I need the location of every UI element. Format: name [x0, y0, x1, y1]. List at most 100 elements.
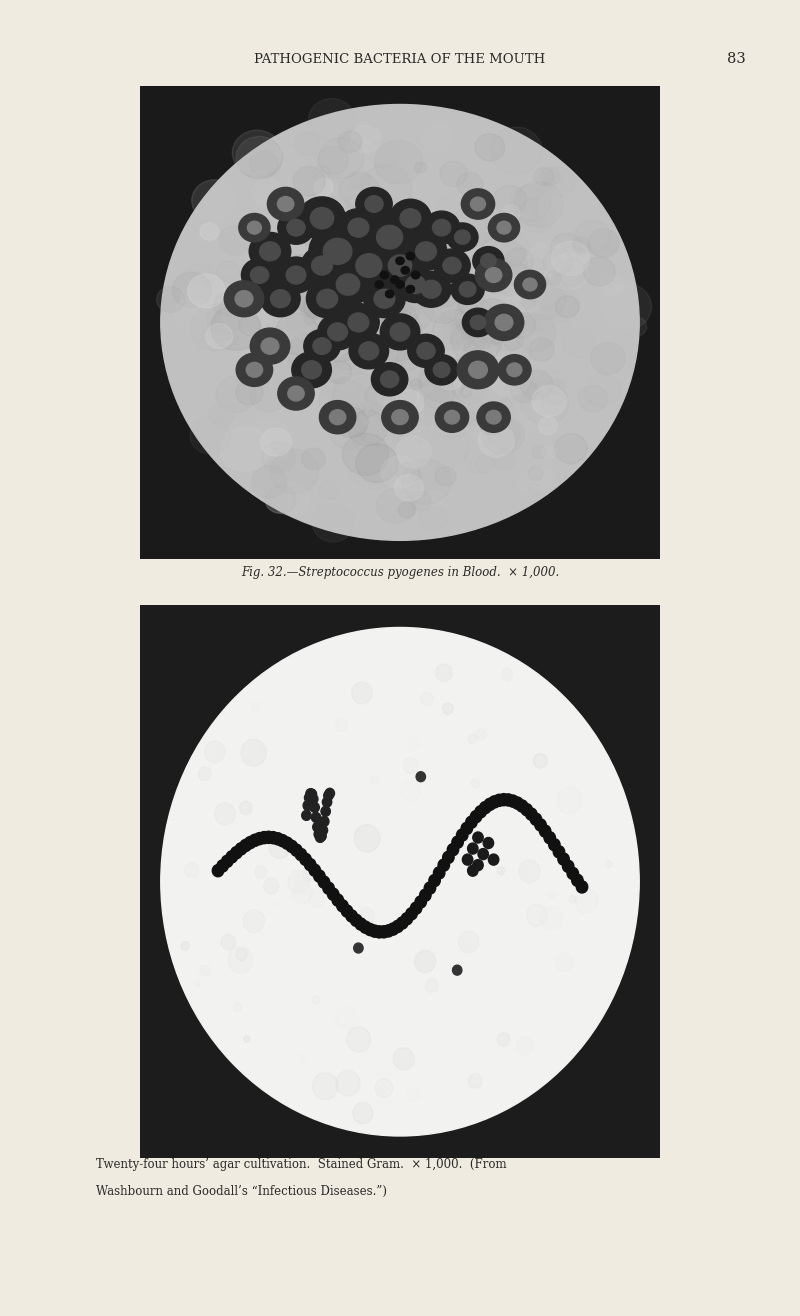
Circle shape [206, 233, 252, 275]
Circle shape [425, 354, 458, 386]
Circle shape [423, 211, 460, 245]
Circle shape [471, 779, 479, 788]
Circle shape [482, 255, 510, 280]
Circle shape [471, 299, 498, 324]
Circle shape [368, 334, 396, 359]
Circle shape [213, 268, 243, 296]
Circle shape [349, 333, 389, 368]
Circle shape [346, 312, 371, 336]
Circle shape [381, 455, 417, 488]
Circle shape [458, 932, 479, 953]
Circle shape [532, 446, 546, 458]
Circle shape [392, 409, 408, 425]
Circle shape [338, 218, 351, 230]
Circle shape [590, 342, 626, 374]
Circle shape [401, 267, 410, 274]
Circle shape [330, 401, 341, 412]
Circle shape [382, 400, 418, 434]
Circle shape [318, 825, 327, 836]
Circle shape [161, 628, 639, 1136]
Circle shape [520, 375, 566, 417]
Circle shape [232, 130, 282, 175]
Circle shape [348, 234, 360, 245]
Circle shape [433, 345, 466, 375]
Circle shape [336, 274, 360, 295]
Circle shape [431, 328, 464, 357]
Circle shape [416, 771, 426, 782]
Circle shape [469, 262, 482, 275]
Circle shape [415, 896, 426, 908]
Circle shape [498, 354, 531, 386]
Circle shape [321, 234, 362, 274]
Circle shape [485, 192, 530, 233]
Circle shape [249, 340, 262, 351]
Circle shape [363, 213, 416, 261]
Circle shape [550, 233, 582, 262]
Circle shape [371, 363, 408, 396]
Circle shape [396, 267, 435, 303]
Circle shape [480, 296, 532, 343]
Circle shape [336, 1070, 360, 1096]
Circle shape [355, 334, 393, 368]
Circle shape [214, 292, 240, 316]
Circle shape [272, 279, 292, 297]
Circle shape [377, 324, 418, 361]
Circle shape [287, 333, 330, 372]
Circle shape [190, 417, 230, 454]
Circle shape [465, 205, 498, 236]
Circle shape [445, 411, 459, 424]
Circle shape [245, 837, 256, 849]
Circle shape [263, 878, 278, 894]
Circle shape [234, 1003, 242, 1011]
Circle shape [185, 863, 198, 878]
Circle shape [221, 934, 235, 950]
Circle shape [501, 396, 522, 415]
Circle shape [486, 354, 532, 396]
Circle shape [549, 838, 560, 850]
Circle shape [322, 797, 332, 807]
Circle shape [346, 909, 358, 923]
Circle shape [272, 901, 278, 907]
Circle shape [331, 403, 357, 425]
Circle shape [483, 837, 494, 849]
Circle shape [325, 263, 371, 305]
Circle shape [498, 794, 510, 805]
Circle shape [542, 288, 580, 321]
Circle shape [420, 376, 455, 409]
Circle shape [433, 309, 478, 350]
Circle shape [388, 255, 412, 276]
Circle shape [358, 907, 374, 924]
Circle shape [327, 336, 356, 362]
Circle shape [350, 915, 362, 926]
Text: PATHOGENIC BACTERIA OF THE MOUTH: PATHOGENIC BACTERIA OF THE MOUTH [254, 53, 546, 66]
Circle shape [540, 907, 563, 930]
Circle shape [486, 267, 502, 283]
Circle shape [454, 230, 470, 245]
Circle shape [301, 300, 322, 318]
Circle shape [526, 808, 537, 820]
Circle shape [236, 137, 282, 179]
Circle shape [398, 501, 415, 517]
Circle shape [505, 247, 533, 274]
Circle shape [378, 925, 390, 938]
Circle shape [305, 858, 316, 871]
Circle shape [217, 261, 240, 282]
Circle shape [554, 846, 565, 858]
Circle shape [235, 842, 246, 855]
Circle shape [423, 308, 437, 320]
Circle shape [362, 296, 412, 341]
Circle shape [558, 853, 570, 865]
Circle shape [161, 104, 639, 541]
Text: Washbourn and Goodall’s “Infectious Diseases.”): Washbourn and Goodall’s “Infectious Dise… [96, 1184, 387, 1198]
Circle shape [520, 370, 553, 400]
Circle shape [481, 254, 496, 268]
Circle shape [434, 867, 445, 879]
Circle shape [282, 374, 297, 388]
Circle shape [364, 325, 392, 350]
Circle shape [186, 263, 215, 290]
Circle shape [494, 795, 505, 807]
Circle shape [387, 284, 426, 318]
Circle shape [466, 315, 503, 349]
Circle shape [307, 790, 317, 799]
Circle shape [200, 222, 219, 241]
